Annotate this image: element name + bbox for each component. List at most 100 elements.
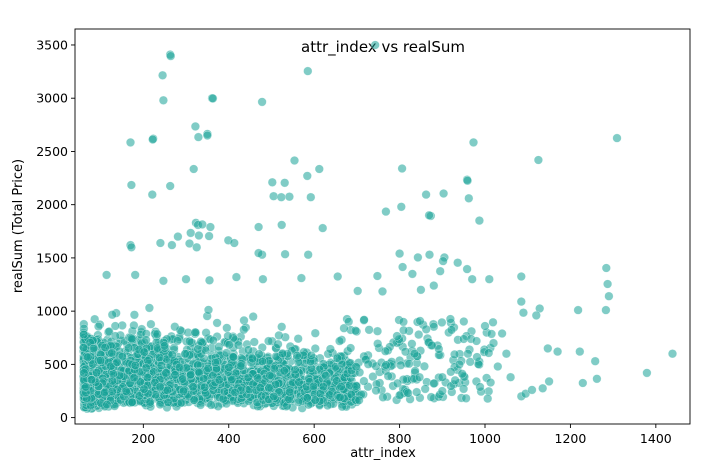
data-point: [208, 93, 218, 103]
data-point: [453, 258, 463, 268]
data-point: [363, 359, 373, 369]
data-point: [139, 384, 149, 394]
data-point: [415, 372, 425, 382]
data-point: [167, 350, 177, 360]
data-point: [293, 397, 303, 407]
data-point: [108, 369, 118, 379]
data-point: [318, 223, 328, 233]
data-point: [395, 390, 405, 400]
data-point: [179, 386, 189, 396]
data-point: [424, 210, 434, 220]
data-point: [89, 344, 99, 354]
x-axis: 200 400 600 800 1000 1200 1400: [131, 424, 672, 446]
data-point: [463, 176, 473, 186]
data-point: [516, 297, 526, 307]
data-point: [290, 155, 300, 165]
data-point: [276, 192, 286, 202]
data-point: [575, 347, 585, 357]
data-point: [381, 207, 391, 217]
data-point: [412, 387, 422, 397]
data-point: [83, 352, 93, 362]
data-point: [518, 308, 528, 318]
y-axis-label: realSum (Total Price): [11, 159, 26, 293]
data-point: [190, 327, 200, 337]
plot-frame: [74, 28, 691, 425]
data-point: [399, 325, 409, 335]
data-point: [258, 274, 268, 284]
data-point: [516, 272, 526, 282]
data-point: [129, 320, 139, 330]
data-point: [121, 386, 131, 396]
data-point: [578, 378, 588, 388]
data-point: [427, 340, 437, 350]
data-point: [141, 335, 151, 345]
data-point: [420, 384, 430, 394]
data-point: [450, 349, 460, 359]
data-point: [396, 360, 406, 370]
data-point: [410, 349, 420, 359]
data-point: [438, 256, 448, 266]
data-point: [223, 331, 233, 341]
data-point: [177, 374, 187, 384]
data-point: [454, 359, 464, 369]
x-tick-label: 400: [217, 431, 241, 446]
data-point: [222, 323, 232, 333]
data-point: [416, 285, 426, 295]
data-point: [353, 286, 363, 296]
data-point: [325, 344, 335, 354]
data-point: [155, 238, 165, 248]
x-tick-label: 1200: [555, 431, 587, 446]
data-point: [185, 336, 195, 346]
data-point: [484, 348, 494, 358]
data-point: [150, 390, 160, 400]
data-point: [398, 317, 408, 327]
data-point: [332, 353, 342, 363]
data-point: [303, 66, 313, 76]
data-point: [79, 330, 89, 340]
data-point: [158, 70, 168, 80]
data-point: [533, 155, 543, 165]
data-point: [255, 383, 265, 393]
data-point: [429, 281, 439, 291]
data-point: [201, 328, 211, 338]
data-point: [107, 310, 117, 320]
data-point: [167, 240, 177, 250]
data-point: [446, 367, 456, 377]
data-point: [359, 315, 369, 325]
data-point: [193, 132, 203, 142]
data-point: [267, 177, 277, 187]
data-point: [335, 336, 345, 346]
data-point: [248, 312, 258, 322]
data-point: [435, 266, 445, 276]
data-point: [203, 305, 213, 315]
data-point: [264, 336, 274, 346]
data-point: [464, 193, 474, 203]
data-point: [480, 321, 490, 331]
data-point: [403, 388, 413, 398]
data-point: [172, 336, 182, 346]
data-point: [462, 264, 472, 274]
data-point: [290, 365, 300, 375]
data-point: [269, 364, 279, 374]
data-point: [483, 394, 493, 404]
data-point: [437, 386, 447, 396]
data-point: [229, 238, 239, 248]
data-point: [144, 303, 154, 313]
data-point: [110, 321, 120, 331]
data-point: [189, 164, 199, 174]
data-point: [176, 398, 186, 408]
data-point: [130, 270, 140, 280]
data-point: [364, 325, 374, 335]
data-point: [277, 220, 287, 230]
data-point: [488, 317, 498, 327]
data-point: [126, 180, 136, 190]
data-point: [247, 354, 257, 364]
data-point: [93, 322, 103, 332]
data-point: [124, 343, 134, 353]
data-point: [269, 391, 279, 401]
data-point: [506, 372, 516, 382]
data-point: [112, 357, 122, 367]
data-point: [254, 248, 264, 258]
data-point: [254, 222, 264, 232]
data-point: [401, 347, 411, 357]
